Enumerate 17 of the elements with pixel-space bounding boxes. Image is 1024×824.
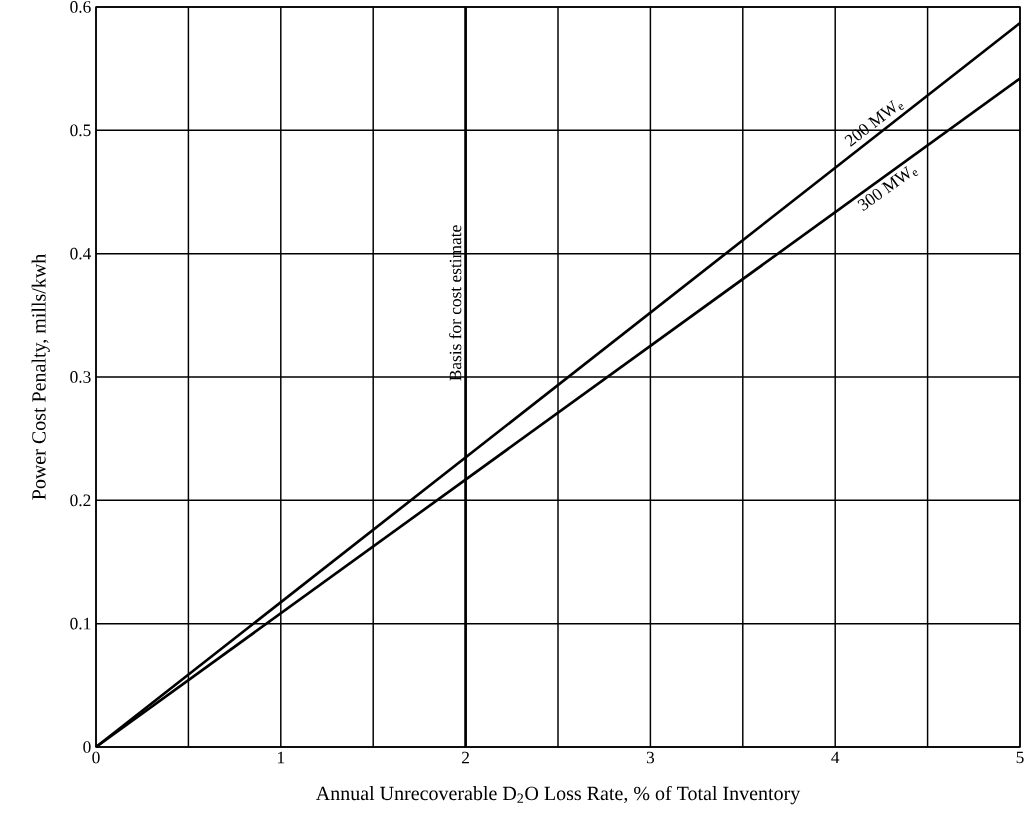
y-tick-label: 0.4 (70, 247, 92, 260)
x-tick-label: 4 (831, 751, 840, 764)
y-tick-label: 0.3 (70, 371, 91, 383)
x-tick-label: 1 (278, 751, 285, 764)
y-axis-title: Power Cost Penalty, mills/kwh (31, 254, 50, 500)
ref-line-label: Basis for cost estimate (448, 225, 462, 381)
y-tick-label: 0 (83, 741, 91, 753)
x-tick-label: 0 (92, 751, 100, 764)
y-tick-label: 0.1 (70, 617, 91, 630)
x-axis-title: Annual Unrecoverable D$_{2}$O Loss Rate, % of Total Inventory (315, 785, 801, 805)
text: 300 MW$_{e}$ (857, 165, 919, 211)
x-tick-label: 3 (646, 751, 655, 764)
y-tick-label: 0.5 (70, 124, 91, 137)
y-tick-label: 0.6 (70, 1, 91, 13)
x-tick-label: 5 (1016, 751, 1024, 764)
x-tick-label: 2 (462, 751, 469, 764)
y-tick-label: 0.2 (70, 494, 91, 507)
